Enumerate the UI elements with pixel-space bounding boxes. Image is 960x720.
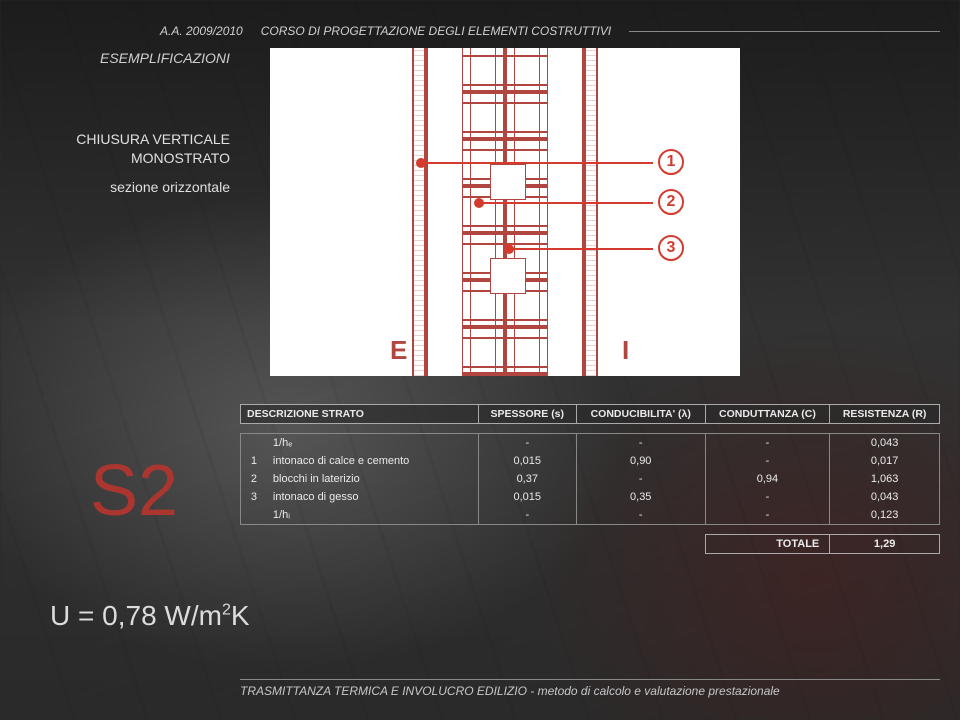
row-c: -	[705, 434, 830, 453]
total-label: TOTALE	[705, 535, 830, 554]
row-s: -	[478, 434, 576, 453]
section-label: ESEMPLIFICAZIONI	[100, 50, 230, 66]
row-desc: blocchi in laterizio	[267, 470, 478, 488]
pointer-line-1	[421, 162, 653, 164]
label-exterior: E	[390, 335, 407, 366]
row-desc: intonaco di gesso	[267, 488, 478, 506]
block-mesh	[462, 48, 548, 376]
row-desc: 1/hᵢ	[267, 506, 478, 525]
row-idx	[241, 434, 267, 453]
row-r: 1,063	[830, 470, 940, 488]
u-unit: W/m	[157, 600, 222, 631]
caption-line-2: MONOSTRATO	[40, 149, 230, 168]
course-title: CORSO DI PROGETTAZIONE DEGLI ELEMENTI CO…	[261, 24, 611, 38]
row-l: -	[576, 434, 705, 453]
figure-panel: E I 1 2 3	[270, 48, 740, 376]
academic-year: A.A. 2009/2010	[160, 24, 243, 38]
callout-1: 1	[658, 149, 684, 175]
row-idx: 2	[241, 470, 267, 488]
plaster-layer-ext	[412, 48, 424, 376]
row-s: -	[478, 506, 576, 525]
row-r: 0,123	[830, 506, 940, 525]
row-desc: intonaco di calce e cemento	[267, 452, 478, 470]
row-idx: 3	[241, 488, 267, 506]
table-row: 1/hₑ - - - 0,043	[241, 434, 940, 453]
th-resistenza: RESISTENZA (R)	[830, 405, 940, 424]
row-r: 0,043	[830, 434, 940, 453]
row-s: 0,015	[478, 488, 576, 506]
row-c: 0,94	[705, 470, 830, 488]
table-row: 1 intonaco di calce e cemento 0,015 0,90…	[241, 452, 940, 470]
page-header: A.A. 2009/2010 CORSO DI PROGETTAZIONE DE…	[160, 24, 940, 38]
row-l: 0,35	[576, 488, 705, 506]
row-l: 0,90	[576, 452, 705, 470]
layers-table: DESCRIZIONE STRATO SPESSORE (s) CONDUCIB…	[240, 404, 940, 554]
row-s: 0,015	[478, 452, 576, 470]
header-rule	[629, 31, 940, 32]
label-interior: I	[622, 335, 629, 366]
wall-section-drawing	[394, 48, 616, 376]
u-prefix: U =	[50, 600, 102, 631]
u-unit-suffix: K	[231, 600, 250, 631]
callout-2: 2	[658, 189, 684, 215]
page-footer: TRASMITTANZA TERMICA E INVOLUCRO EDILIZI…	[240, 684, 780, 698]
row-c: -	[705, 506, 830, 525]
th-spessore: SPESSORE (s)	[478, 405, 576, 424]
u-number: 0,78	[102, 600, 157, 631]
row-desc: 1/hₑ	[267, 434, 478, 453]
caption-line-3: sezione orizzontale	[40, 178, 230, 197]
footer-rule	[240, 679, 940, 680]
row-idx	[241, 506, 267, 525]
total-value: 1,29	[830, 535, 940, 554]
table-row: 3 intonaco di gesso 0,015 0,35 - 0,043	[241, 488, 940, 506]
callout-3: 3	[658, 235, 684, 261]
stratigraphy-code: S2	[90, 450, 178, 532]
row-idx: 1	[241, 452, 267, 470]
row-r: 0,043	[830, 488, 940, 506]
u-unit-sup: 2	[222, 602, 231, 619]
row-r: 0,017	[830, 452, 940, 470]
block-void	[490, 164, 526, 200]
th-conduttanza: CONDUTTANZA (C)	[705, 405, 830, 424]
th-descrizione: DESCRIZIONE STRATO	[241, 405, 479, 424]
row-c: -	[705, 452, 830, 470]
block-core	[424, 48, 586, 376]
block-void	[490, 258, 526, 294]
th-conducibilita: CONDUCIBILITA' (λ)	[576, 405, 705, 424]
pointer-line-2	[479, 202, 653, 204]
u-value: U = 0,78 W/m2K	[50, 600, 250, 632]
row-s: 0,37	[478, 470, 576, 488]
pointer-line-3	[509, 248, 653, 250]
table-row: 1/hᵢ - - - 0,123	[241, 506, 940, 525]
row-l: -	[576, 470, 705, 488]
figure-caption: CHIUSURA VERTICALE MONOSTRATO sezione or…	[40, 130, 230, 197]
row-c: -	[705, 488, 830, 506]
table-row: 2 blocchi in laterizio 0,37 - 0,94 1,063	[241, 470, 940, 488]
plaster-layer-int	[586, 48, 598, 376]
caption-line-1: CHIUSURA VERTICALE	[40, 130, 230, 149]
row-l: -	[576, 506, 705, 525]
